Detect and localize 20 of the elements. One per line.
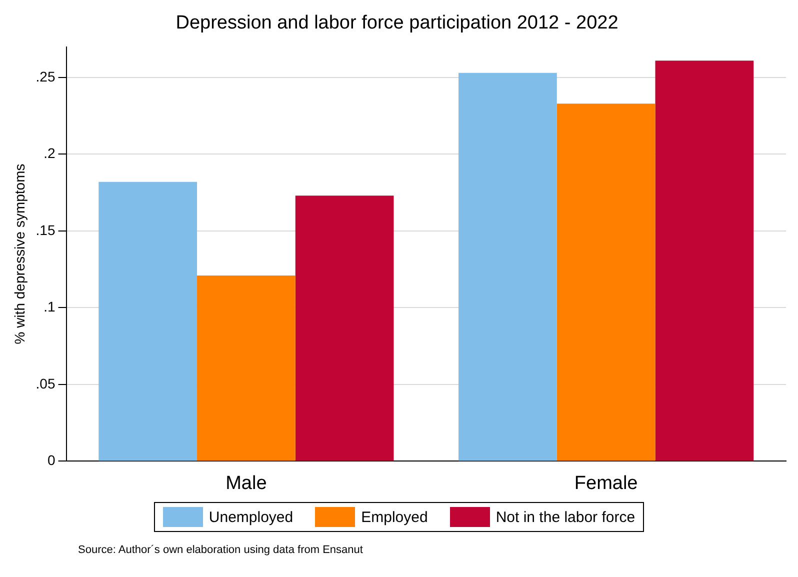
legend-label: Not in the labor force (496, 508, 636, 526)
bar (556, 104, 656, 461)
y-tick-label: .2 (44, 145, 56, 162)
bar (295, 196, 394, 461)
y-tick-label: .1 (44, 298, 56, 315)
y-tick-label: 0 (47, 452, 56, 468)
y-tick-label: .05 (36, 375, 56, 392)
bar (655, 60, 754, 461)
y-tick-label: .15 (36, 222, 56, 238)
legend-label: Unemployed (208, 508, 294, 526)
x-tick-label: Female (574, 472, 638, 494)
bar (98, 182, 198, 461)
chart-title: Depression and labor force participation 2012 - 2022 (176, 12, 618, 34)
legend-label: Employed (361, 508, 428, 526)
y-axis-title: % with depressive symptoms (11, 164, 28, 344)
x-tick-label: Male (226, 472, 267, 494)
source-note: Source: Author´s own elaboration using data from Ensanut (78, 544, 364, 556)
y-tick-label: .25 (36, 68, 56, 84)
bar (458, 72, 557, 461)
bar (197, 275, 296, 461)
